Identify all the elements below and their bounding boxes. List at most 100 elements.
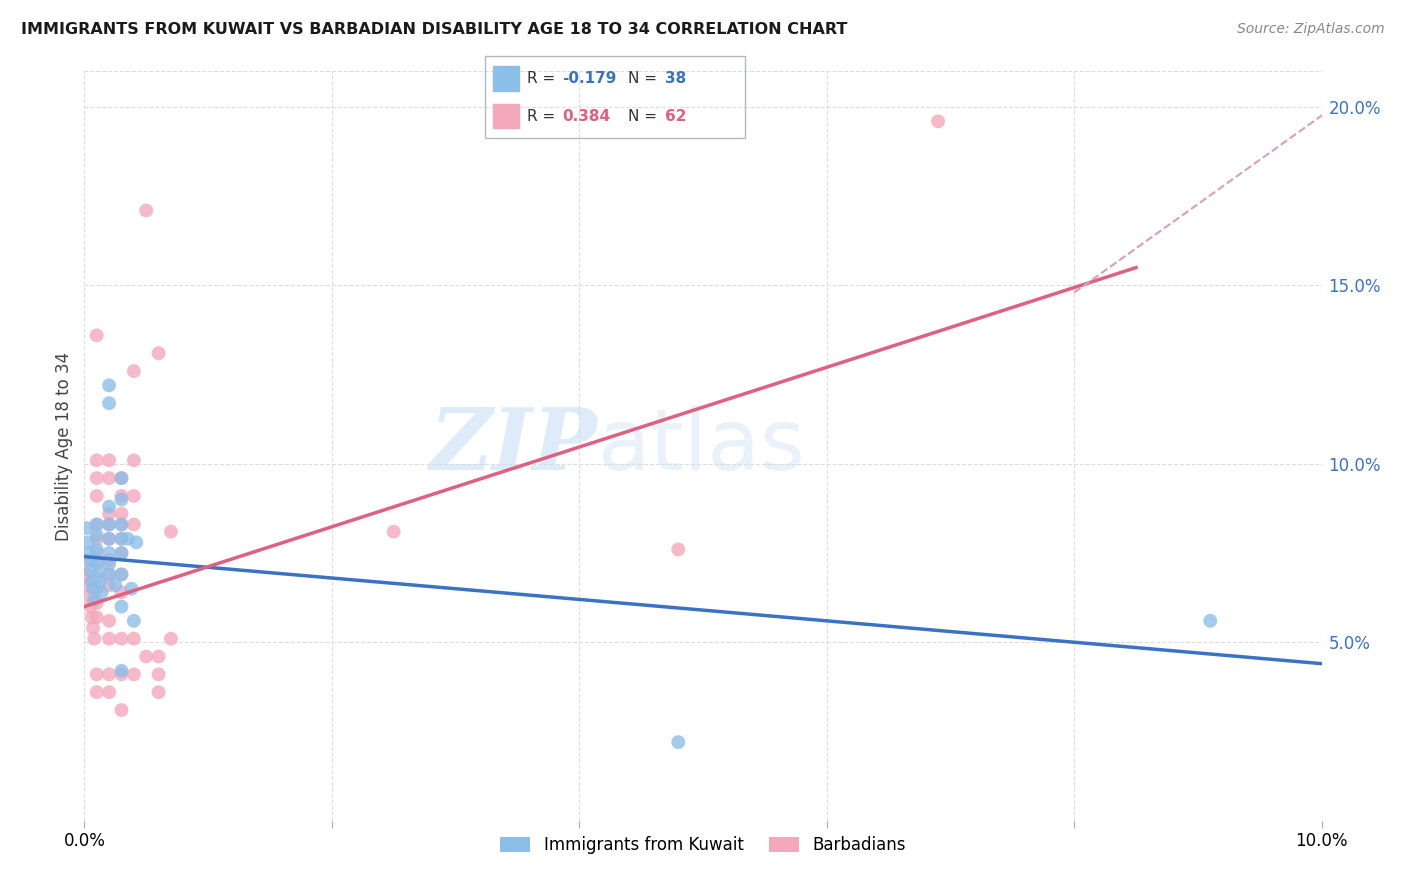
Text: Source: ZipAtlas.com: Source: ZipAtlas.com: [1237, 22, 1385, 37]
Point: [79, 589, 101, 603]
Point: [122, 632, 145, 646]
Point: [122, 667, 145, 681]
Point: [82, 621, 104, 635]
Point: [98, 517, 121, 532]
Point: [122, 453, 145, 467]
Point: [110, 532, 132, 546]
Point: [80, 574, 103, 589]
Point: [110, 471, 132, 485]
Point: [98, 553, 121, 567]
Point: [666, 735, 689, 749]
Point: [160, 632, 183, 646]
Point: [77, 578, 100, 592]
Text: 62: 62: [665, 109, 686, 124]
Point: [86, 553, 108, 567]
Point: [98, 614, 121, 628]
Point: [98, 667, 121, 681]
Point: [98, 578, 121, 592]
Point: [86, 582, 108, 596]
Point: [117, 532, 139, 546]
Point: [98, 378, 121, 392]
Point: [110, 567, 132, 582]
Point: [80, 610, 103, 624]
Point: [98, 557, 121, 571]
Point: [98, 632, 121, 646]
Point: [110, 489, 132, 503]
Point: [86, 453, 108, 467]
Bar: [494, 103, 519, 128]
Point: [83, 592, 105, 607]
Point: [666, 542, 689, 557]
Text: 38: 38: [665, 70, 686, 86]
Point: [89, 574, 111, 589]
Point: [98, 517, 121, 532]
Y-axis label: Disability Age 18 to 34: Disability Age 18 to 34: [55, 351, 73, 541]
Point: [98, 685, 121, 699]
Point: [86, 610, 108, 624]
Point: [86, 542, 108, 557]
Point: [98, 567, 121, 582]
Legend: Immigrants from Kuwait, Barbadians: Immigrants from Kuwait, Barbadians: [494, 830, 912, 861]
Point: [98, 500, 121, 514]
Point: [75, 553, 97, 567]
Point: [110, 567, 132, 582]
Point: [135, 649, 157, 664]
Point: [98, 532, 121, 546]
Point: [148, 346, 170, 360]
Point: [160, 524, 183, 539]
Text: R =: R =: [527, 109, 560, 124]
Point: [122, 364, 145, 378]
Point: [76, 521, 98, 535]
Text: N =: N =: [628, 109, 662, 124]
Point: [125, 535, 148, 549]
Text: IMMIGRANTS FROM KUWAIT VS BARBADIAN DISABILITY AGE 18 TO 34 CORRELATION CHART: IMMIGRANTS FROM KUWAIT VS BARBADIAN DISA…: [21, 22, 848, 37]
Point: [86, 596, 108, 610]
Point: [122, 614, 145, 628]
Point: [110, 532, 132, 546]
Point: [110, 585, 132, 599]
Point: [98, 546, 121, 560]
Point: [122, 489, 145, 503]
Point: [110, 471, 132, 485]
Point: [110, 546, 132, 560]
Point: [382, 524, 405, 539]
Point: [98, 507, 121, 521]
Point: [77, 535, 100, 549]
Point: [86, 532, 108, 546]
Point: [86, 517, 108, 532]
Point: [104, 578, 127, 592]
Point: [110, 632, 132, 646]
Text: ZIP: ZIP: [430, 404, 598, 488]
Point: [86, 571, 108, 585]
Point: [86, 517, 108, 532]
Point: [86, 471, 108, 485]
Point: [110, 507, 132, 521]
Point: [135, 203, 157, 218]
Point: [110, 703, 132, 717]
Point: [98, 567, 121, 582]
Point: [110, 546, 132, 560]
Point: [110, 667, 132, 681]
Point: [86, 667, 108, 681]
Point: [98, 471, 121, 485]
Text: R =: R =: [527, 70, 560, 86]
Point: [86, 489, 108, 503]
Point: [98, 396, 121, 410]
Point: [79, 553, 101, 567]
Point: [98, 532, 121, 546]
Point: [110, 492, 132, 507]
Point: [86, 685, 108, 699]
Text: N =: N =: [628, 70, 662, 86]
Point: [79, 564, 101, 578]
Point: [98, 453, 121, 467]
Point: [1199, 614, 1222, 628]
Point: [120, 582, 142, 596]
Point: [86, 328, 108, 343]
Point: [76, 567, 98, 582]
Point: [83, 632, 105, 646]
Point: [86, 546, 108, 560]
Point: [110, 517, 132, 532]
Point: [110, 517, 132, 532]
Text: -0.179: -0.179: [562, 70, 616, 86]
Point: [927, 114, 949, 128]
